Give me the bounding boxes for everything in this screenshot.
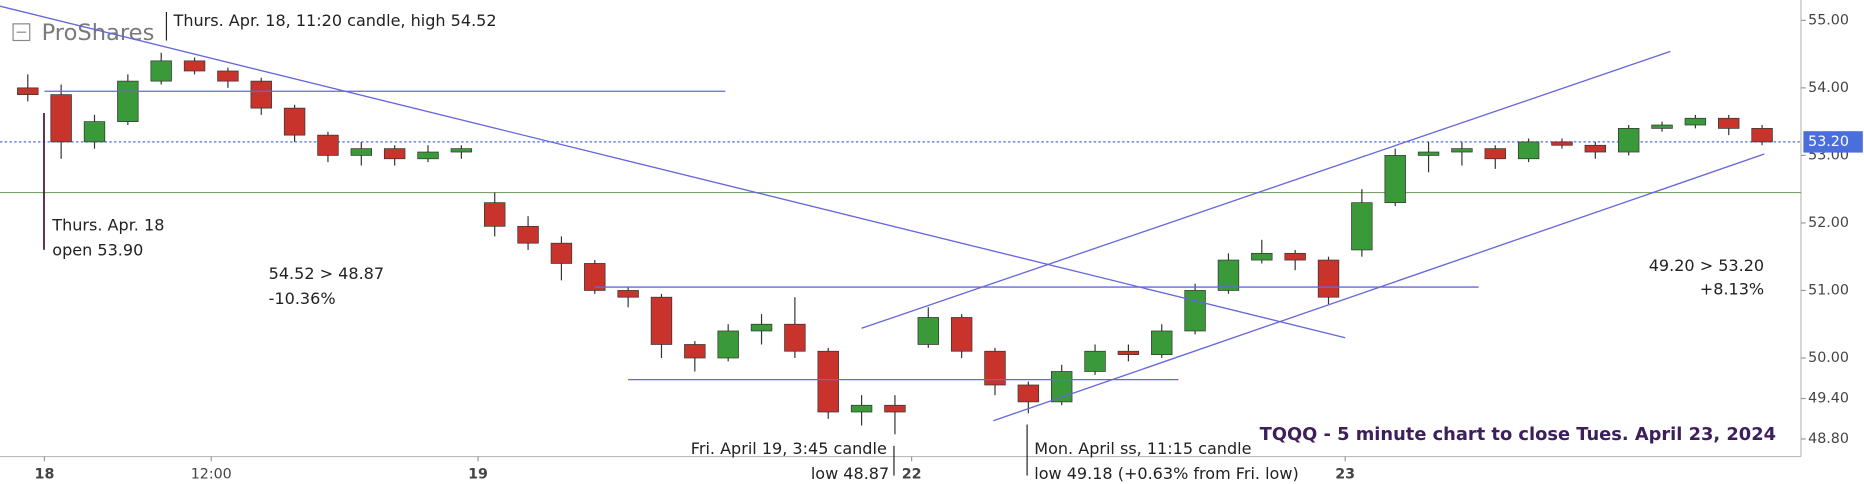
candle-body (1718, 117, 1740, 129)
candle-body (350, 148, 373, 156)
x-tick-label: 12:00 (191, 466, 232, 482)
annotation: open 53.90 (52, 240, 143, 259)
annotations: Thurs. Apr. 18, 11:20 candle, high 54.52… (43, 11, 1776, 483)
candle-body (1317, 259, 1340, 298)
candle-body (884, 404, 906, 413)
candle-body (950, 317, 973, 352)
annotation: Fri. April 19, 3:45 candle (691, 439, 887, 458)
annotation: low 49.18 (+0.63% from Fri. low) (1034, 464, 1299, 483)
candle-body (917, 317, 939, 345)
candle-body (550, 242, 573, 264)
candle-body (50, 94, 72, 143)
annotation: low 48.87 (811, 464, 889, 483)
candle-body (1351, 202, 1373, 251)
candle-body (1651, 124, 1673, 129)
candle-body (484, 202, 506, 227)
annotation: 54.52 > 48.87 (269, 264, 384, 283)
watermark-icon (12, 23, 31, 42)
candle-body (1184, 290, 1206, 332)
candle-body (684, 344, 706, 359)
candle-body (517, 225, 539, 244)
candle-body (984, 350, 1006, 386)
last-price-label: 53.20 (1808, 134, 1849, 150)
candle-body (283, 107, 306, 136)
candle-body (117, 80, 139, 122)
candle-body (717, 330, 739, 359)
candle-body (1517, 141, 1540, 160)
last-price-badge (1803, 131, 1863, 153)
annotation: +8.13% (1700, 280, 1764, 299)
candle-body (417, 151, 439, 160)
candle-body (450, 148, 473, 153)
candle-body (617, 290, 639, 298)
trendline (0, 5, 1346, 339)
trendline (861, 50, 1671, 329)
annotation: -10.36% (269, 289, 336, 308)
candle-body (217, 70, 239, 82)
candle-body (83, 121, 106, 143)
candle-body (750, 323, 773, 332)
y-tick-label: 50.00 (1808, 350, 1849, 366)
annotation: Thurs. Apr. 18, 11:20 candle, high 54.52 (173, 11, 497, 30)
candle-body (1451, 148, 1473, 153)
candle-body (317, 134, 339, 156)
candle-body (183, 60, 206, 72)
candle-body (1584, 144, 1607, 153)
annotation: Thurs. Apr. 18 (51, 215, 164, 234)
x-tick-label: 23 (1335, 466, 1355, 482)
x-tick-label: 18 (35, 466, 55, 482)
candle-body (784, 323, 806, 352)
candle-body (1384, 155, 1406, 204)
candle-body (1751, 128, 1773, 143)
candle-body (1151, 330, 1173, 355)
y-tick-label: 55.00 (1808, 12, 1849, 28)
candle-body (817, 350, 839, 413)
candle-body (850, 404, 873, 413)
y-tick-label: 52.00 (1808, 215, 1849, 231)
x-tick-label: 19 (468, 466, 488, 482)
candle-body (1617, 128, 1640, 153)
candle-body (584, 263, 606, 291)
candle-body (17, 87, 39, 95)
marks: 55.0054.0053.0052.0051.0050.0049.4048.80… (0, 5, 1863, 482)
candle-body (250, 80, 272, 109)
annotation: Mon. April ss, 11:15 candle (1034, 439, 1251, 458)
y-tick-label: 48.80 (1808, 431, 1849, 447)
candle-body (1284, 252, 1306, 261)
candle-body (1684, 117, 1707, 126)
candle-body (1017, 384, 1040, 403)
candle-body (1484, 148, 1506, 160)
candle-body (1084, 350, 1106, 372)
candle-body (1251, 252, 1273, 261)
trendline (993, 153, 1765, 422)
candle-body (650, 296, 673, 345)
annotation: 49.20 > 53.20 (1649, 256, 1764, 275)
y-tick-label: 51.00 (1808, 282, 1849, 298)
y-tick-label: 54.00 (1808, 80, 1849, 96)
candle-body (1117, 350, 1140, 355)
candle-body (1551, 141, 1573, 146)
y-tick-label: 49.40 (1808, 390, 1849, 406)
watermark: ProShares (42, 20, 155, 46)
candle-body (1217, 259, 1240, 291)
x-tick-label: 22 (902, 466, 922, 482)
candle-body (1417, 151, 1440, 156)
candle-body (150, 60, 172, 82)
candle-body (383, 148, 406, 160)
chart-title: TQQQ - 5 minute chart to close Tues. Apr… (1260, 424, 1776, 445)
